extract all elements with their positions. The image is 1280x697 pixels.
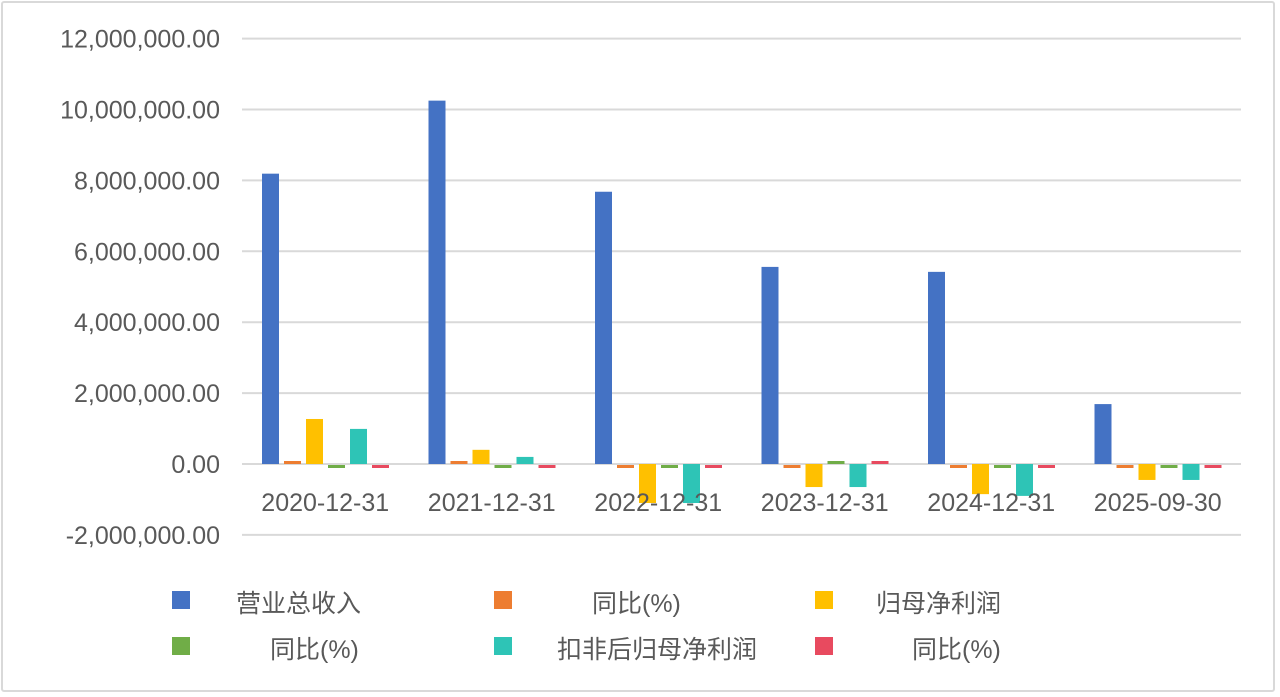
legend-swatch — [815, 637, 833, 655]
bar — [284, 461, 301, 464]
y-tick-label: 2,000,000.00 — [74, 380, 220, 408]
legend-label-revenue-yoy: 同比(%) — [592, 590, 681, 618]
legend-label-deducted-profit: 扣非后归母净利润 — [557, 636, 758, 664]
legend-swatch — [494, 591, 512, 609]
bar — [450, 461, 468, 464]
x-tick-label: 2022-12-31 — [594, 489, 722, 517]
x-tick-label: 2020-12-31 — [261, 489, 389, 517]
bar — [639, 464, 656, 503]
bar — [1138, 464, 1156, 480]
bar — [372, 465, 389, 468]
bar — [1160, 465, 1178, 468]
legend-label-revenue: 营业总收入 — [236, 590, 362, 618]
bar — [1182, 464, 1200, 480]
bar — [472, 449, 490, 464]
legend-swatch — [494, 637, 512, 655]
bar — [928, 271, 945, 464]
bar — [538, 465, 556, 468]
bar — [783, 465, 801, 468]
bar — [994, 465, 1011, 468]
bar — [871, 461, 889, 464]
bar — [1094, 404, 1112, 464]
legend-item-revenue-yoy — [494, 580, 512, 620]
legend-label-deducted-profit-yoy: 同比(%) — [912, 636, 1001, 664]
bar — [683, 464, 700, 503]
bar — [1038, 465, 1055, 468]
bar — [1016, 464, 1033, 496]
bar — [827, 461, 845, 464]
y-tick-label: 10,000,000.00 — [60, 97, 220, 125]
bar — [1204, 465, 1222, 468]
bar — [972, 464, 989, 495]
bar — [494, 465, 512, 468]
bar — [516, 456, 534, 464]
bar — [328, 465, 345, 468]
y-tick-label: 6,000,000.00 — [74, 238, 220, 266]
bar — [805, 464, 823, 488]
x-tick-label: 2024-12-31 — [927, 489, 1055, 517]
bar — [262, 173, 279, 465]
y-tick-label: 4,000,000.00 — [74, 309, 220, 337]
bar — [1116, 465, 1134, 468]
legend-item-revenue — [172, 580, 190, 620]
legend-swatch — [172, 637, 190, 655]
legend-label-net-profit: 归母净利润 — [876, 590, 1002, 618]
legend-item-deducted-profit-yoy — [815, 626, 833, 666]
y-tick-label: 12,000,000.00 — [60, 26, 220, 54]
legend-swatch — [172, 591, 190, 609]
bar — [950, 465, 967, 468]
legend: 营业总收入 同比(%) 归母净利润 同比(%) 扣非后归母净利润 同比(%) — [0, 580, 1280, 680]
legend-label-net-profit-yoy: 同比(%) — [270, 636, 359, 664]
legend-item-net-profit-yoy — [172, 626, 190, 666]
y-tick-label: 0.00 — [171, 451, 220, 479]
bar — [617, 465, 634, 468]
bar — [705, 465, 722, 468]
bar — [661, 465, 678, 468]
bar-chart: -2,000,000.00 0.00 2,000,000.00 4,000,000.0… — [60, 26, 1241, 550]
bar — [306, 418, 323, 464]
bar — [849, 464, 867, 488]
bar — [428, 100, 446, 464]
legend-item-net-profit — [815, 580, 833, 620]
bar — [595, 191, 612, 464]
x-tick-label: 2021-12-31 — [428, 489, 556, 517]
y-tick-label: 8,000,000.00 — [74, 167, 220, 195]
bar — [350, 428, 367, 464]
x-tick-label: 2023-12-31 — [761, 489, 889, 517]
bar — [761, 266, 779, 464]
legend-item-deducted-profit — [494, 626, 512, 666]
x-tick-label: 2025-09-30 — [1094, 489, 1222, 517]
y-tick-label: -2,000,000.00 — [66, 522, 220, 550]
legend-swatch — [815, 591, 833, 609]
